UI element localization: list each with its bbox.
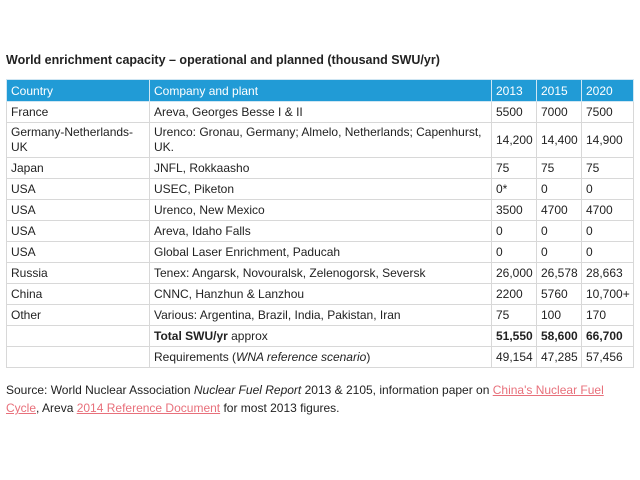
cell-empty [6,346,150,368]
china-fuel-cycle-link[interactable]: China's Nuclear Fuel Cycle [6,383,604,415]
cell-2015: 100 [536,304,582,326]
cell-2020: 0 [581,220,634,242]
cell-2013: 3500 [491,199,537,221]
cell-country: Other [6,304,150,326]
requirements-2020: 57,456 [581,346,634,368]
header-2013: 2013 [491,79,537,102]
enrichment-table: Country Company and plant 2013 2015 2020… [6,79,634,368]
cell-2020: 75 [581,157,634,179]
cell-country: USA [6,220,150,242]
cell-2015: 5760 [536,283,582,305]
cell-plant: Various: Argentina, Brazil, India, Pakis… [149,304,492,326]
table-row: France Areva, Georges Besse I & II 5500 … [6,101,634,123]
cell-2015: 26,578 [536,262,582,284]
table-row: USA Global Laser Enrichment, Paducah 0 0… [6,241,634,263]
source-text-4: for most 2013 figures. [220,401,340,415]
table-row: USA Urenco, New Mexico 3500 4700 4700 [6,199,634,221]
requirements-label: Requirements (WNA reference scenario) [149,346,492,368]
table-title: World enrichment capacity – operational … [6,53,440,67]
cell-plant: Urenco: Gronau, Germany; Almelo, Netherl… [149,122,492,158]
header-2020: 2020 [581,79,634,102]
cell-country: China [6,283,150,305]
cell-2020: 0 [581,241,634,263]
cell-plant: JNFL, Rokkaasho [149,157,492,179]
cell-2020: 14,900 [581,122,634,158]
cell-plant: USEC, Piketon [149,178,492,200]
table-row: China CNNC, Hanzhun & Lanzhou 2200 5760 … [6,283,634,305]
requirements-2015: 47,285 [536,346,582,368]
cell-2020: 28,663 [581,262,634,284]
header-plant: Company and plant [149,79,492,102]
cell-country: USA [6,199,150,221]
cell-country: Japan [6,157,150,179]
cell-2020: 170 [581,304,634,326]
cell-plant: Areva, Georges Besse I & II [149,101,492,123]
table-row: Russia Tenex: Angarsk, Novouralsk, Zelen… [6,262,634,284]
table-row: Other Various: Argentina, Brazil, India,… [6,304,634,326]
cell-2015: 0 [536,241,582,263]
cell-2015: 0 [536,220,582,242]
cell-country: Russia [6,262,150,284]
requirements-2013: 49,154 [491,346,537,368]
total-2020: 66,700 [581,325,634,347]
areva-reference-link[interactable]: 2014 Reference Document [76,401,221,415]
source-text-2: 2013 & 2105, information paper on [301,383,493,397]
table-row: USA Areva, Idaho Falls 0 0 0 [6,220,634,242]
header-country: Country [6,79,150,102]
cell-country: Germany-Netherlands-UK [6,122,150,158]
cell-2013: 0* [491,178,537,200]
cell-2013: 0 [491,220,537,242]
total-label-bold: Total SWU/yr [154,328,228,343]
source-text-3: , Areva [36,401,77,415]
cell-country: France [6,101,150,123]
table-row: Japan JNFL, Rokkaasho 75 75 75 [6,157,634,179]
cell-2015: 7000 [536,101,582,123]
total-2013: 51,550 [491,325,537,347]
requirements-label-pre: Requirements ( [154,349,237,364]
cell-country: USA [6,178,150,200]
cell-2013: 14,200 [491,122,537,158]
cell-2015: 75 [536,157,582,179]
cell-2015: 14,400 [536,122,582,158]
cell-2013: 75 [491,304,537,326]
source-note: Source: World Nuclear Association Nuclea… [6,381,636,417]
cell-country: USA [6,241,150,263]
total-label-rest: approx [227,328,268,343]
cell-2020: 4700 [581,199,634,221]
cell-2015: 0 [536,178,582,200]
cell-plant: Areva, Idaho Falls [149,220,492,242]
requirements-row: Requirements (WNA reference scenario) 49… [6,346,634,368]
cell-plant: Urenco, New Mexico [149,199,492,221]
total-row: Total SWU/yr approx 51,550 58,600 66,700 [6,325,634,347]
cell-2013: 26,000 [491,262,537,284]
requirements-label-italic: WNA reference scenario [236,349,367,364]
table-row: Germany-Netherlands-UK Urenco: Gronau, G… [6,122,634,158]
cell-2020: 10,700+ [581,283,634,305]
requirements-label-post: ) [366,349,371,364]
cell-2020: 7500 [581,101,634,123]
total-label: Total SWU/yr approx [149,325,492,347]
cell-empty [6,325,150,347]
cell-plant: CNNC, Hanzhun & Lanzhou [149,283,492,305]
cell-2013: 0 [491,241,537,263]
cell-plant: Global Laser Enrichment, Paducah [149,241,492,263]
cell-2013: 5500 [491,101,537,123]
cell-plant: Tenex: Angarsk, Novouralsk, Zelenogorsk,… [149,262,492,284]
header-2015: 2015 [536,79,582,102]
table-row: USA USEC, Piketon 0* 0 0 [6,178,634,200]
source-report-title: Nuclear Fuel Report [193,383,302,397]
table-header-row: Country Company and plant 2013 2015 2020 [6,79,634,102]
source-text-1: Source: World Nuclear Association [6,383,194,397]
cell-2020: 0 [581,178,634,200]
cell-2015: 4700 [536,199,582,221]
total-2015: 58,600 [536,325,582,347]
cell-2013: 75 [491,157,537,179]
cell-2013: 2200 [491,283,537,305]
